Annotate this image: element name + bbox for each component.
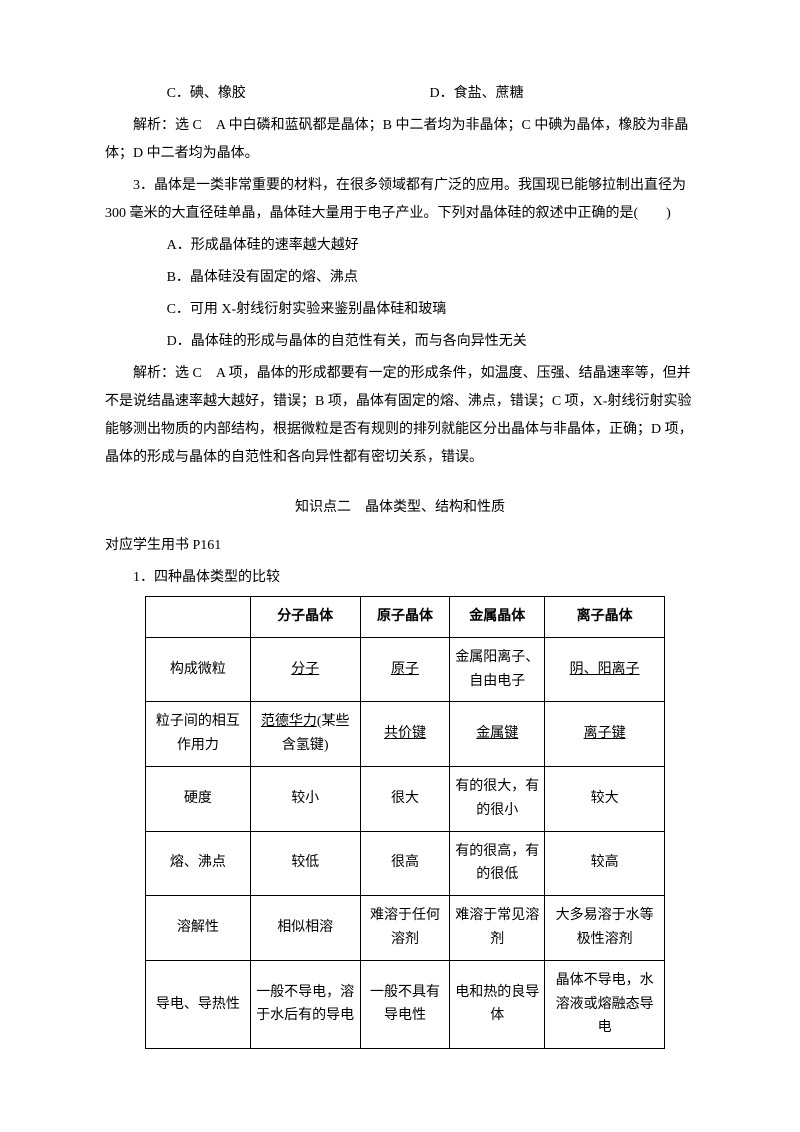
row-label: 溶解性 — [146, 896, 251, 961]
cell: 难溶于常见溶剂 — [450, 896, 545, 961]
q3-analysis: 解析：选 C A 项，晶体的形成都要有一定的形成条件，如温度、压强、结晶速率等，… — [105, 360, 695, 472]
cell-text: 金属键 — [476, 726, 518, 741]
cell: 原子 — [360, 637, 450, 702]
table-row: 粒子间的相互作用力 范德华力(某些含氢键) 共价键 金属键 离子键 — [146, 702, 665, 767]
row-label: 熔、沸点 — [146, 831, 251, 896]
cell-text: 原子 — [391, 662, 419, 677]
cell: 较小 — [250, 766, 360, 831]
th-atomic: 原子晶体 — [360, 597, 450, 638]
cell: 很大 — [360, 766, 450, 831]
cell: 相似相溶 — [250, 896, 360, 961]
section2-ref: 对应学生用书 P161 — [105, 532, 695, 560]
th-molecular: 分子晶体 — [250, 597, 360, 638]
cell: 较低 — [250, 831, 360, 896]
row-label: 导电、导热性 — [146, 960, 251, 1048]
cell: 有的很高，有的很低 — [450, 831, 545, 896]
cell: 有的很大，有的很小 — [450, 766, 545, 831]
q2-options-cd: C．碘、橡胶 D．食盐、蔗糖 — [105, 80, 695, 108]
table-row: 溶解性 相似相溶 难溶于任何溶剂 难溶于常见溶剂 大多易溶于水等极性溶剂 — [146, 896, 665, 961]
cell: 阴、阳离子 — [545, 637, 665, 702]
cell: 晶体不导电，水溶液或熔融态导电 — [545, 960, 665, 1048]
cell-text: 共价键 — [384, 726, 426, 741]
table-row: 熔、沸点 较低 很高 有的很高，有的很低 较高 — [146, 831, 665, 896]
cell: 金属阳离子、自由电子 — [450, 637, 545, 702]
cell: 很高 — [360, 831, 450, 896]
document-page: C．碘、橡胶 D．食盐、蔗糖 解析：选 C A 中白磷和蓝矾都是晶体；B 中二者… — [0, 0, 800, 1132]
cell: 大多易溶于水等极性溶剂 — [545, 896, 665, 961]
cell: 金属键 — [450, 702, 545, 767]
th-metallic: 金属晶体 — [450, 597, 545, 638]
q3-option-a: A．形成晶体硅的速率越大越好 — [105, 232, 695, 260]
table-row: 硬度 较小 很大 有的很大，有的很小 较大 — [146, 766, 665, 831]
q2-analysis: 解析：选 C A 中白磷和蓝矾都是晶体；B 中二者均为非晶体；C 中碘为晶体，橡… — [105, 112, 695, 168]
crystal-comparison-table: 分子晶体 原子晶体 金属晶体 离子晶体 构成微粒 分子 原子 金属阳离子、自由电… — [145, 596, 665, 1049]
cell: 分子 — [250, 637, 360, 702]
q3-stem: 3．晶体是一类非常重要的材料，在很多领域都有广泛的应用。我国现已能够拉制出直径为… — [105, 172, 695, 228]
section2-title: 知识点二 晶体类型、结构和性质 — [105, 494, 695, 522]
cell-text: 离子键 — [584, 726, 626, 741]
q2-option-c: C．碘、橡胶 — [105, 80, 430, 108]
table-header-row: 分子晶体 原子晶体 金属晶体 离子晶体 — [146, 597, 665, 638]
cell-text: 范德华力 — [261, 714, 317, 729]
table-row: 导电、导热性 一般不导电，溶于水后有的导电 一般不具有导电性 电和热的良导体 晶… — [146, 960, 665, 1048]
cell: 一般不具有导电性 — [360, 960, 450, 1048]
cell-text: 分子 — [291, 662, 319, 677]
q2-option-d: D．食盐、蔗糖 — [430, 80, 696, 108]
cell: 离子键 — [545, 702, 665, 767]
q3-option-c: C．可用 X-射线衍射实验来鉴别晶体硅和玻璃 — [105, 296, 695, 324]
q3-option-b: B．晶体硅没有固定的熔、沸点 — [105, 264, 695, 292]
cell: 电和热的良导体 — [450, 960, 545, 1048]
th-blank — [146, 597, 251, 638]
table-row: 构成微粒 分子 原子 金属阳离子、自由电子 阴、阳离子 — [146, 637, 665, 702]
row-label: 硬度 — [146, 766, 251, 831]
cell: 较大 — [545, 766, 665, 831]
row-label: 构成微粒 — [146, 637, 251, 702]
cell-text: 阴、阳离子 — [570, 662, 640, 677]
cell: 一般不导电，溶于水后有的导电 — [250, 960, 360, 1048]
cell: 范德华力(某些含氢键) — [250, 702, 360, 767]
q3-option-d: D．晶体硅的形成与晶体的自范性有关，而与各向异性无关 — [105, 328, 695, 356]
cell: 共价键 — [360, 702, 450, 767]
th-ionic: 离子晶体 — [545, 597, 665, 638]
cell: 难溶于任何溶剂 — [360, 896, 450, 961]
cell: 较高 — [545, 831, 665, 896]
row-label: 粒子间的相互作用力 — [146, 702, 251, 767]
section2-line1: 1．四种晶体类型的比较 — [105, 564, 695, 592]
